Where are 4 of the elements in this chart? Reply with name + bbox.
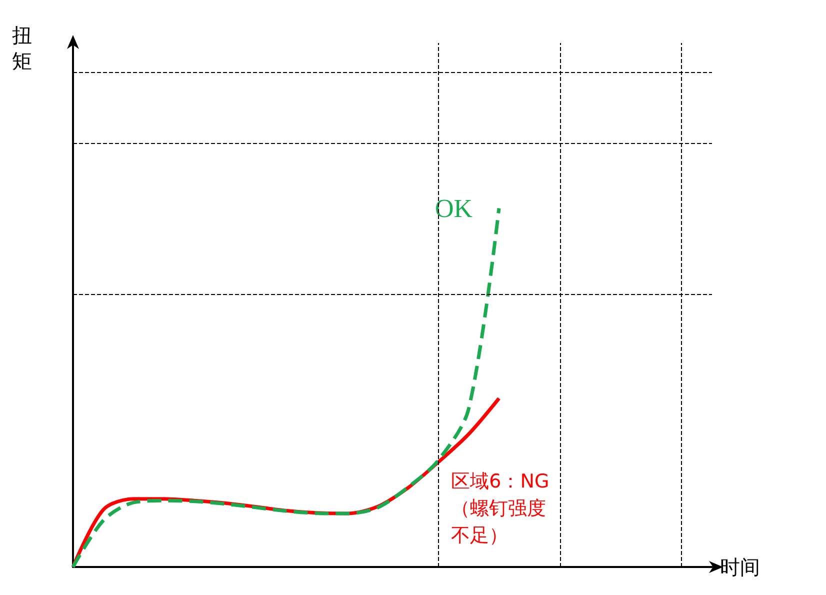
x-axis-title: 时间 xyxy=(720,555,760,579)
text: 扭矩 xyxy=(12,23,32,73)
series-label: OK xyxy=(435,194,473,223)
annotation: 区域6：NG（螺钉强度不足） xyxy=(451,470,550,547)
